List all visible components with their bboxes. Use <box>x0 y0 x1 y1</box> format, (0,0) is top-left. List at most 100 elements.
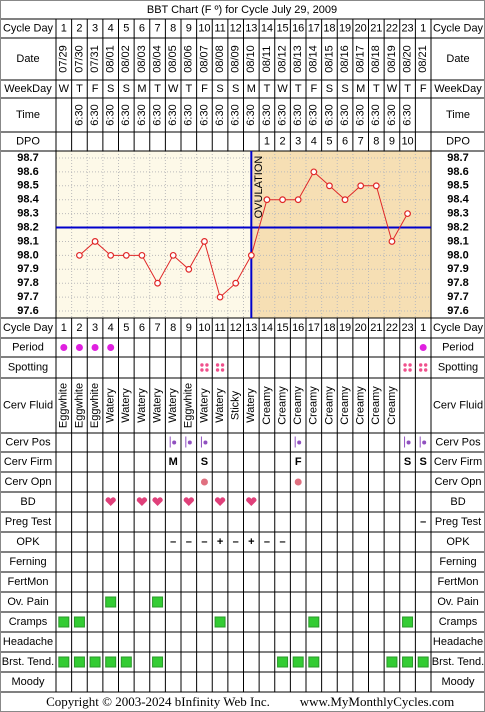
square <box>58 616 70 628</box>
fluid-text: Watery <box>105 388 117 423</box>
cell-text: S <box>201 456 208 468</box>
spot-dot <box>408 368 412 372</box>
temp-point <box>138 251 146 259</box>
times-cell: 6:30 <box>136 104 148 125</box>
cell-text: + <box>217 536 223 548</box>
cycle-days-cell: 1 <box>420 22 426 34</box>
cycle-days-cell: 9 <box>186 22 192 34</box>
dates-cell: 08/15 <box>323 45 335 73</box>
weekdays-cell: S <box>216 83 223 95</box>
row-label: Cycle Day <box>433 322 484 334</box>
y-tick-label: 98.4 <box>447 194 469 206</box>
y-tick-label: 98.1 <box>17 235 38 247</box>
dates-cell: 08/03 <box>136 45 148 73</box>
fluid-text: Creamy <box>276 386 288 425</box>
cell-text: + <box>248 536 254 548</box>
symbol-dot <box>294 478 302 486</box>
dates-cell: 08/10 <box>245 45 257 73</box>
spot-dot <box>408 363 412 367</box>
row-label: OPK <box>16 536 40 548</box>
row-label: Period <box>12 341 44 353</box>
cycle-days-cell: 11 <box>214 22 225 34</box>
follicular-bg <box>56 151 252 318</box>
heart <box>152 497 163 506</box>
spot-dot <box>220 368 225 372</box>
dates-cell: 08/21 <box>417 45 429 73</box>
cycle-days-cell: 16 <box>292 322 304 334</box>
cycle-days-cell: 7 <box>155 22 161 34</box>
fluid-text: Creamy <box>261 386 273 425</box>
temp-line <box>79 171 408 299</box>
cell-text: M <box>169 456 178 468</box>
dates-cell: 08/16 <box>339 45 351 73</box>
square <box>58 656 70 668</box>
weekdays-cell: F <box>310 83 317 95</box>
row-label: Date <box>446 53 469 65</box>
cycle-days-cell: 13 <box>245 22 257 34</box>
dpo-cell: 2 <box>280 135 286 147</box>
times-cell: 6:30 <box>245 104 257 125</box>
square <box>402 616 414 628</box>
times-cell: 6:30 <box>386 104 398 125</box>
square <box>308 656 320 668</box>
fluid-text: Eggwhite <box>73 383 85 428</box>
spot-dot <box>215 368 220 372</box>
row-label: WeekDay <box>434 83 482 95</box>
row-label: Ferning <box>439 556 476 568</box>
square <box>417 656 429 668</box>
row-label: Brst. Tend. <box>432 656 484 668</box>
times-cell: 6:30 <box>261 104 273 125</box>
row-label: Ov. Pain <box>7 596 48 608</box>
cell-text: S <box>420 456 427 468</box>
cycle-days-cell: 17 <box>308 322 320 334</box>
fluid-text: Creamy <box>308 386 320 425</box>
row-label: FertMon <box>438 576 479 588</box>
site-url: www.MyMonthlyCycles.com <box>300 694 454 709</box>
temp-point <box>91 238 99 245</box>
fluid-text: Watery <box>151 388 163 423</box>
y-tick-label: 98.6 <box>447 166 468 178</box>
luteal-bg <box>251 151 431 318</box>
dates-cell: 08/18 <box>370 45 382 73</box>
cycle-days-cell: 18 <box>323 322 335 334</box>
symbol-dot <box>419 344 427 351</box>
temp-point <box>388 238 396 245</box>
cycle-days-cell: 1 <box>61 322 67 334</box>
weekdays-cell: W <box>277 83 288 95</box>
y-tick-label: 98.5 <box>17 180 38 192</box>
dates-cell: 08/02 <box>120 45 132 73</box>
spot-dot <box>200 363 204 367</box>
cycle-days-cell: 1 <box>420 322 426 334</box>
dates-cell: 07/30 <box>73 45 85 73</box>
row-label: Moody <box>11 676 45 688</box>
cycle-days-cell: 20 <box>355 322 367 334</box>
weekdays-cell: T <box>185 83 192 95</box>
dpo-cell: 7 <box>358 135 364 147</box>
temp-point <box>404 210 411 218</box>
row-label: Spotting <box>438 361 478 373</box>
times-cell: 6:30 <box>89 104 101 125</box>
cell-text: – <box>420 516 426 528</box>
temp-point <box>310 168 318 176</box>
cycle-days-cell: 22 <box>386 22 398 34</box>
spot-dot <box>403 368 407 372</box>
cycle-days-cell: 10 <box>198 22 210 34</box>
fluid-text: Watery <box>120 388 132 423</box>
copyright: Copyright © 2003-2024 bInfinity Web Inc. <box>46 694 270 709</box>
cycle-days-cell: 6 <box>139 22 145 34</box>
cycle-days-cell: 11 <box>214 322 225 334</box>
weekdays-cell: M <box>356 83 365 95</box>
times-cell: 6:30 <box>308 104 320 125</box>
times-cell: 6:30 <box>151 104 163 125</box>
square <box>73 616 85 628</box>
dates-cell: 08/09 <box>230 45 242 73</box>
square <box>292 656 304 668</box>
times-cell: 6:30 <box>73 104 85 125</box>
y-tick-label: 98.0 <box>17 249 38 261</box>
dpo-cell: 5 <box>326 135 332 147</box>
weekdays-cell: W <box>387 83 398 95</box>
cell-text: S <box>404 456 411 468</box>
spot-dot <box>205 368 209 372</box>
fluid-text: Creamy <box>386 386 398 425</box>
